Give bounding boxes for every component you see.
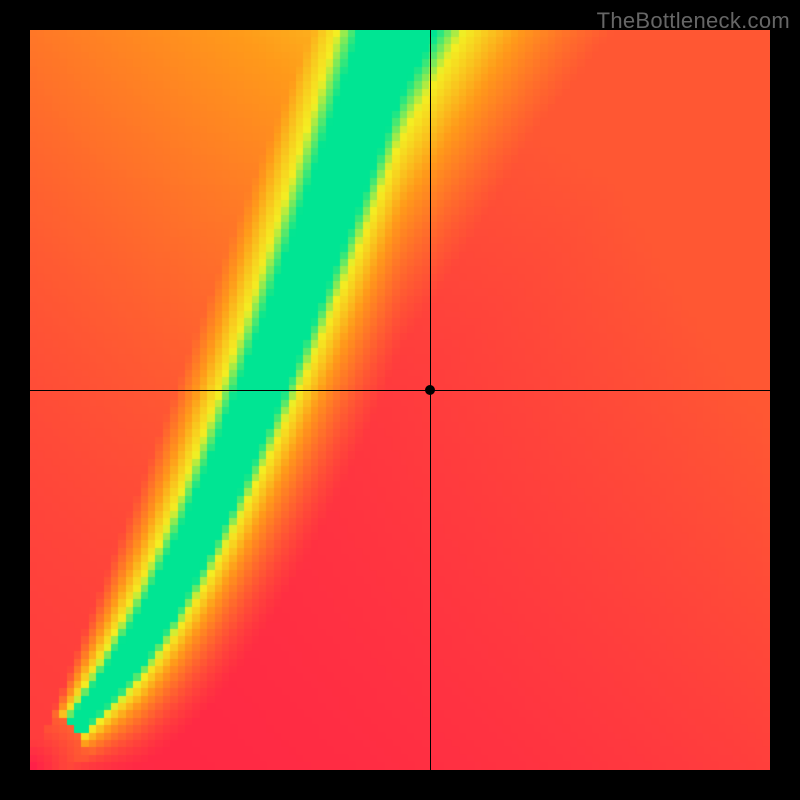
crosshair-vertical — [430, 30, 431, 770]
crosshair-dot — [425, 385, 435, 395]
crosshair-horizontal — [30, 390, 770, 391]
heatmap-plot — [30, 30, 770, 770]
heatmap-canvas — [30, 30, 770, 770]
